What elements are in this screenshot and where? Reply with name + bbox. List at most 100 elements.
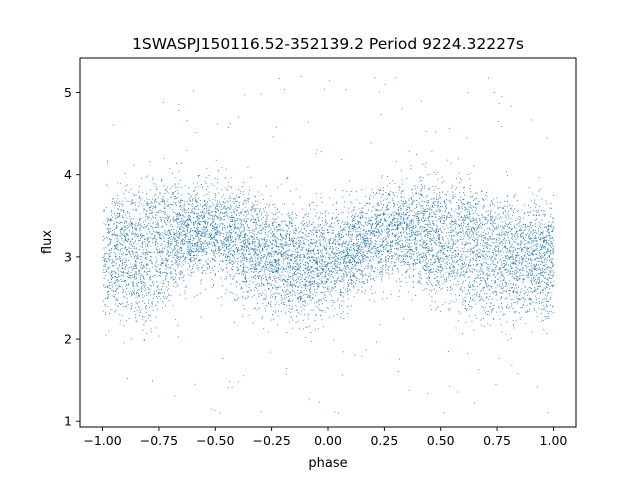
data-point — [232, 293, 234, 295]
data-point — [277, 292, 279, 294]
data-point — [130, 295, 132, 297]
data-point — [551, 258, 553, 259]
data-point — [176, 197, 177, 199]
data-point — [133, 257, 135, 259]
data-point — [199, 240, 201, 242]
data-point — [346, 251, 348, 252]
data-point — [225, 254, 227, 256]
data-point — [473, 259, 475, 261]
data-point — [463, 274, 465, 276]
data-point — [171, 186, 173, 187]
data-point — [208, 214, 210, 216]
data-point — [550, 224, 552, 226]
data-point — [137, 302, 138, 304]
data-point — [302, 304, 304, 306]
data-point — [226, 264, 228, 266]
data-point — [231, 215, 233, 217]
data-point — [231, 221, 232, 222]
data-point — [283, 237, 284, 239]
data-point — [410, 242, 412, 244]
data-point — [436, 211, 438, 212]
data-point — [374, 280, 375, 281]
data-point — [121, 215, 123, 217]
data-point — [495, 245, 496, 247]
data-point — [270, 228, 272, 230]
data-point — [547, 292, 548, 294]
data-point — [284, 280, 286, 282]
data-point — [538, 261, 540, 262]
data-point — [402, 183, 404, 185]
data-point — [527, 253, 529, 255]
data-point — [542, 292, 544, 294]
data-point — [238, 273, 240, 275]
data-point — [183, 260, 185, 262]
data-point — [358, 258, 359, 260]
data-point — [351, 238, 353, 240]
data-point — [179, 222, 181, 224]
data-point — [436, 196, 437, 198]
data-point — [481, 222, 483, 224]
data-point — [159, 251, 160, 252]
data-point — [234, 219, 235, 221]
data-point — [112, 277, 114, 278]
data-point — [274, 229, 276, 231]
data-point — [541, 302, 542, 304]
data-point — [171, 248, 173, 250]
data-point — [454, 278, 455, 280]
data-point — [457, 216, 459, 218]
data-point — [149, 251, 151, 253]
data-point — [187, 230, 189, 232]
data-point — [529, 297, 531, 299]
data-point — [335, 269, 337, 271]
data-point — [536, 316, 538, 317]
data-point — [317, 285, 318, 287]
data-point — [538, 303, 540, 305]
data-point — [237, 270, 238, 272]
data-point — [321, 268, 323, 270]
data-point — [179, 228, 180, 229]
data-point — [382, 242, 384, 244]
data-point — [364, 243, 366, 245]
data-point — [275, 262, 277, 263]
data-point — [357, 252, 359, 254]
data-point — [292, 241, 294, 242]
data-point — [415, 253, 417, 254]
data-point — [518, 255, 520, 256]
data-point — [135, 234, 137, 236]
data-point — [222, 194, 224, 196]
data-point — [485, 281, 486, 282]
data-point — [332, 257, 334, 259]
data-point — [337, 300, 339, 301]
data-point — [486, 296, 488, 298]
data-point — [486, 210, 488, 212]
data-point — [134, 223, 136, 225]
data-point — [201, 255, 203, 257]
data-point — [161, 243, 163, 245]
data-point — [416, 240, 418, 242]
data-point — [535, 237, 537, 239]
data-point — [473, 239, 475, 241]
data-point — [251, 260, 253, 261]
data-point — [204, 221, 206, 223]
data-point — [358, 222, 360, 224]
data-point — [193, 257, 195, 258]
data-point — [531, 288, 532, 290]
data-point — [370, 249, 372, 251]
data-point — [489, 203, 491, 205]
data-point — [303, 294, 304, 296]
data-point — [496, 299, 498, 301]
data-point — [389, 234, 390, 236]
data-point — [200, 243, 202, 245]
data-point — [317, 250, 319, 251]
data-point — [128, 223, 130, 225]
data-point — [437, 252, 439, 253]
data-point — [407, 291, 409, 293]
data-point — [213, 241, 215, 243]
data-point — [357, 251, 359, 252]
data-point — [199, 222, 201, 224]
data-point — [530, 207, 531, 209]
data-point — [412, 201, 414, 202]
data-point — [360, 210, 362, 212]
data-point — [550, 237, 552, 239]
data-point — [118, 239, 120, 241]
